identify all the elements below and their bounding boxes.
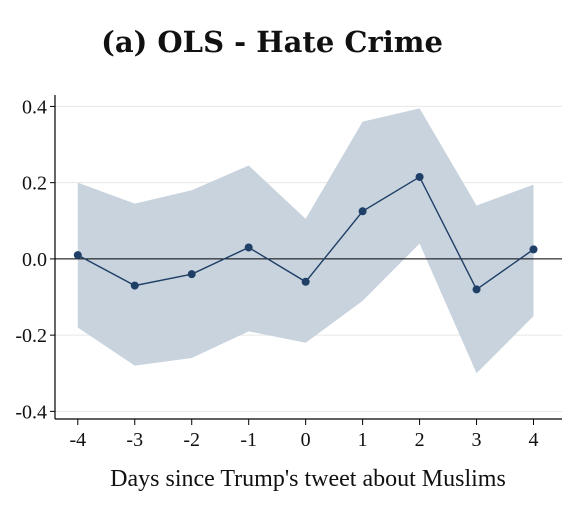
y-tick-label-1: 0.2: [22, 173, 47, 195]
confidence-band: [77, 108, 534, 374]
x-tick-label-1: -3: [126, 429, 143, 451]
y-tick-label-4: -0.4: [15, 401, 47, 423]
x-tick-label-3: -1: [240, 429, 257, 451]
x-tick-label-7: 3: [472, 429, 482, 451]
x-tick-label-0: -4: [69, 429, 86, 451]
data-point-0-6: [415, 172, 424, 181]
axes: [50, 95, 562, 425]
data-point-0-1: [130, 281, 139, 290]
data-point-0-8: [529, 245, 538, 254]
x-tick-label-5: 1: [358, 429, 368, 451]
x-tick-label-4: 0: [301, 429, 311, 451]
x-tick-label-8: 4: [529, 429, 539, 451]
data-point-0-3: [244, 243, 253, 252]
series-points: [73, 172, 538, 294]
x-tick-labels: -4 -3 -2 -1 0 1 2 3 4: [69, 429, 538, 451]
data-point-0-0: [73, 251, 82, 260]
x-tick-label-6: 2: [415, 429, 425, 451]
y-tick-label-3: -0.2: [15, 325, 47, 347]
data-point-0-4: [301, 277, 310, 286]
y-tick-labels: 0.4 0.2 0.0 -0.2 -0.4: [15, 96, 47, 423]
ci-band-0: [77, 108, 534, 374]
chart-title: (a) OLS - Hate Crime: [101, 25, 443, 59]
data-point-0-7: [472, 285, 481, 294]
data-point-0-2: [187, 270, 196, 279]
y-tick-label-0: 0.4: [22, 96, 47, 118]
x-axis-label: Days since Trump's tweet about Muslims: [110, 466, 506, 492]
y-tick-label-2: 0.0: [22, 249, 47, 271]
x-tick-label-2: -2: [183, 429, 200, 451]
data-point-0-5: [358, 207, 367, 216]
